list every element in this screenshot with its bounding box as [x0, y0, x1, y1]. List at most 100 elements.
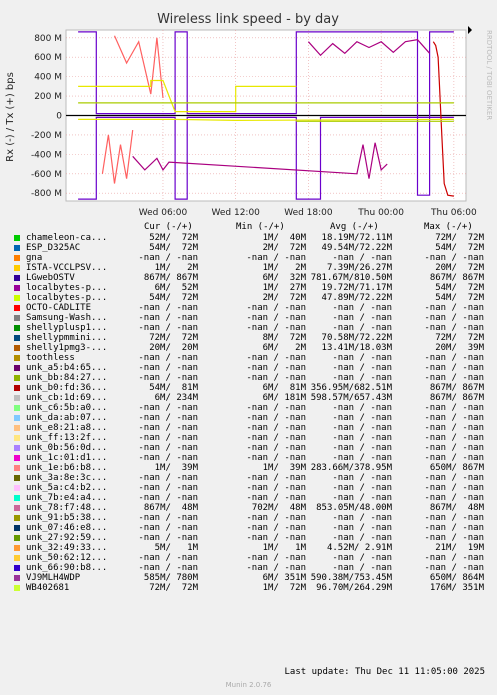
legend-avg: -nan / -nan: [332, 493, 392, 503]
legend-name: unk_5a:c4:b2...: [26, 483, 108, 493]
legend-avg: -nan / -nan: [332, 423, 392, 433]
legend-min: 6M/ 81M: [262, 383, 306, 393]
legend-row: gna -nan / -nan -nan / -nan -nan / -nan -nan…: [0, 253, 497, 263]
legend-swatch: [14, 445, 20, 451]
legend-avg: 49.54M/72.22M: [321, 243, 392, 253]
legend-max: -nan / -nan: [424, 363, 484, 373]
legend-min: -nan / -nan: [246, 513, 306, 523]
legend-cur: -nan / -nan: [138, 253, 198, 263]
legend-row: unk_0b:56:0d... -nan / -nan -nan / -nan -na…: [0, 443, 497, 453]
y-tick-label-8: -800 M: [31, 189, 62, 199]
legend-row: ESP_D325AC 54M/ 72M 2M/ 72M 49.54M/72.22M 54…: [0, 243, 497, 253]
chart: Wireless link speed - by day Rx (-) / Tx…: [5, 12, 493, 218]
series-3-tx-line: [113, 35, 164, 99]
legend-max: 54M/ 72M: [435, 283, 484, 293]
legend-avg: 47.89M/72.22M: [321, 293, 392, 303]
legend-min: 6M/ 2M: [262, 343, 306, 353]
legend-avg: -nan / -nan: [332, 253, 392, 263]
legend-cur: 1M/ 2M: [154, 263, 198, 273]
legend-name: OCTO-CADLITE: [26, 303, 92, 313]
legend-avg: -nan / -nan: [332, 513, 392, 523]
legend-max: 72M/ 72M: [435, 233, 484, 243]
legend-max: 176M/ 351M: [429, 583, 484, 593]
legend-avg: -nan / -nan: [332, 523, 392, 533]
legend-min: -nan / -nan: [246, 523, 306, 533]
legend-swatch: [14, 375, 20, 381]
legend-swatch: [14, 345, 20, 351]
legend-row: ISTA-VCCLPSV... 1M/ 2M 1M/ 2M 7.39M/26.27M 2…: [0, 263, 497, 273]
legend-avg: -nan / -nan: [332, 483, 392, 493]
legend-name: unk_cb:1d:69...: [26, 393, 108, 403]
series-3-rx-line: [101, 130, 134, 184]
legend-avg: -nan / -nan: [332, 323, 392, 333]
legend-min: -nan / -nan: [246, 253, 306, 263]
legend-name: unk_32:49:33...: [26, 543, 108, 553]
legend-name: VJ9MLH4WDP: [26, 573, 81, 583]
legend-cur: -nan / -nan: [138, 413, 198, 423]
legend-max: -nan / -nan: [424, 563, 484, 573]
legend-min: -nan / -nan: [246, 443, 306, 453]
legend-avg: -nan / -nan: [332, 373, 392, 383]
legend-cur: 6M/ 52M: [154, 283, 198, 293]
legend-cur: -nan / -nan: [138, 443, 198, 453]
legend-row: chameleon-ca... 52M/ 72M 1M/ 40M 18.19M/72.…: [0, 233, 497, 243]
legend-max: -nan / -nan: [424, 493, 484, 503]
legend-avg: 590.38M/753.45M: [310, 573, 392, 583]
legend-avg: -nan / -nan: [332, 563, 392, 573]
legend-swatch: [14, 365, 20, 371]
legend-max: 21M/ 19M: [435, 543, 484, 553]
legend-max: -nan / -nan: [424, 353, 484, 363]
legend-cur: 54M/ 72M: [149, 293, 198, 303]
legend-row: unk_ff:13:2f... -nan / -nan -nan / -nan -na…: [0, 433, 497, 443]
legend-row: unk_e8:21:a8... -nan / -nan -nan / -nan -na…: [0, 423, 497, 433]
series-2-tx-line: [307, 39, 431, 57]
legend-row: shellyplusp1... -nan / -nan -nan / -nan -na…: [0, 323, 497, 333]
chart-title: Wireless link speed - by day: [157, 12, 339, 27]
legend-swatch: [14, 405, 20, 411]
legend-max: -nan / -nan: [424, 473, 484, 483]
legend-min: -nan / -nan: [246, 373, 306, 383]
legend-name: unk_91:b5:38...: [26, 513, 108, 523]
legend-name: shellypmmini...: [26, 333, 108, 343]
legend-cur: -nan / -nan: [138, 473, 198, 483]
legend-min: 1M/ 40M: [262, 233, 306, 243]
legend-name: unk_1c:01:d1...: [26, 453, 108, 463]
legend-swatch: [14, 435, 20, 441]
y-tick-label-7: -600 M: [31, 170, 62, 180]
legend-name: unk_27:92:59...: [26, 533, 108, 543]
legend-header: Cur (-/+) Min (-/+) Avg (-/+) Max (-/+): [0, 222, 497, 233]
legend-name: shellyplusp1...: [26, 323, 108, 333]
legend-avg: 19.72M/71.17M: [321, 283, 392, 293]
legend-min: 1M/ 72M: [262, 583, 306, 593]
legend-min: -nan / -nan: [246, 363, 306, 373]
legend-row: unk_3a:8e:3c... -nan / -nan -nan / -nan -na…: [0, 473, 497, 483]
legend-min: 6M/ 181M: [262, 393, 306, 403]
legend-swatch: [14, 295, 20, 301]
legend-swatch: [14, 335, 20, 341]
legend-swatch: [14, 465, 20, 471]
legend-max: -nan / -nan: [424, 423, 484, 433]
x-axis-arrow: [468, 26, 472, 34]
legend-row: WB402681 72M/ 72M 1M/ 72M 96.70M/264.29M 176…: [0, 583, 497, 593]
legend-avg: 781.67M/810.50M: [310, 273, 392, 283]
legend-swatch: [14, 245, 20, 251]
legend-cur: 54M/ 72M: [149, 243, 198, 253]
legend-cur: -nan / -nan: [138, 523, 198, 533]
legend-max: -nan / -nan: [424, 303, 484, 313]
legend-min: -nan / -nan: [246, 473, 306, 483]
legend-max: -nan / -nan: [424, 553, 484, 563]
legend-row: VJ9MLH4WDP 585M/ 780M 6M/ 351M 590.38M/753.…: [0, 573, 497, 583]
legend-row: unk_c6:5b:a0... -nan / -nan -nan / -nan -na…: [0, 403, 497, 413]
legend-max: 72M/ 72M: [435, 333, 484, 343]
legend-name: unk_c6:5b:a0...: [26, 403, 108, 413]
y-tick-label-2: 400 M: [34, 73, 62, 83]
x-tick-label-4: Thu 06:00: [430, 208, 477, 218]
legend-name: gna: [26, 253, 43, 263]
legend-swatch: [14, 555, 20, 561]
legend-name: unk_da:ab:07...: [26, 413, 108, 423]
legend-name: toothless: [26, 353, 75, 363]
legend-avg: -nan / -nan: [332, 313, 392, 323]
legend-avg: 283.66M/378.95M: [310, 463, 392, 473]
legend-max: 867M/ 48M: [429, 503, 484, 513]
legend-max: 20M/ 39M: [435, 343, 484, 353]
